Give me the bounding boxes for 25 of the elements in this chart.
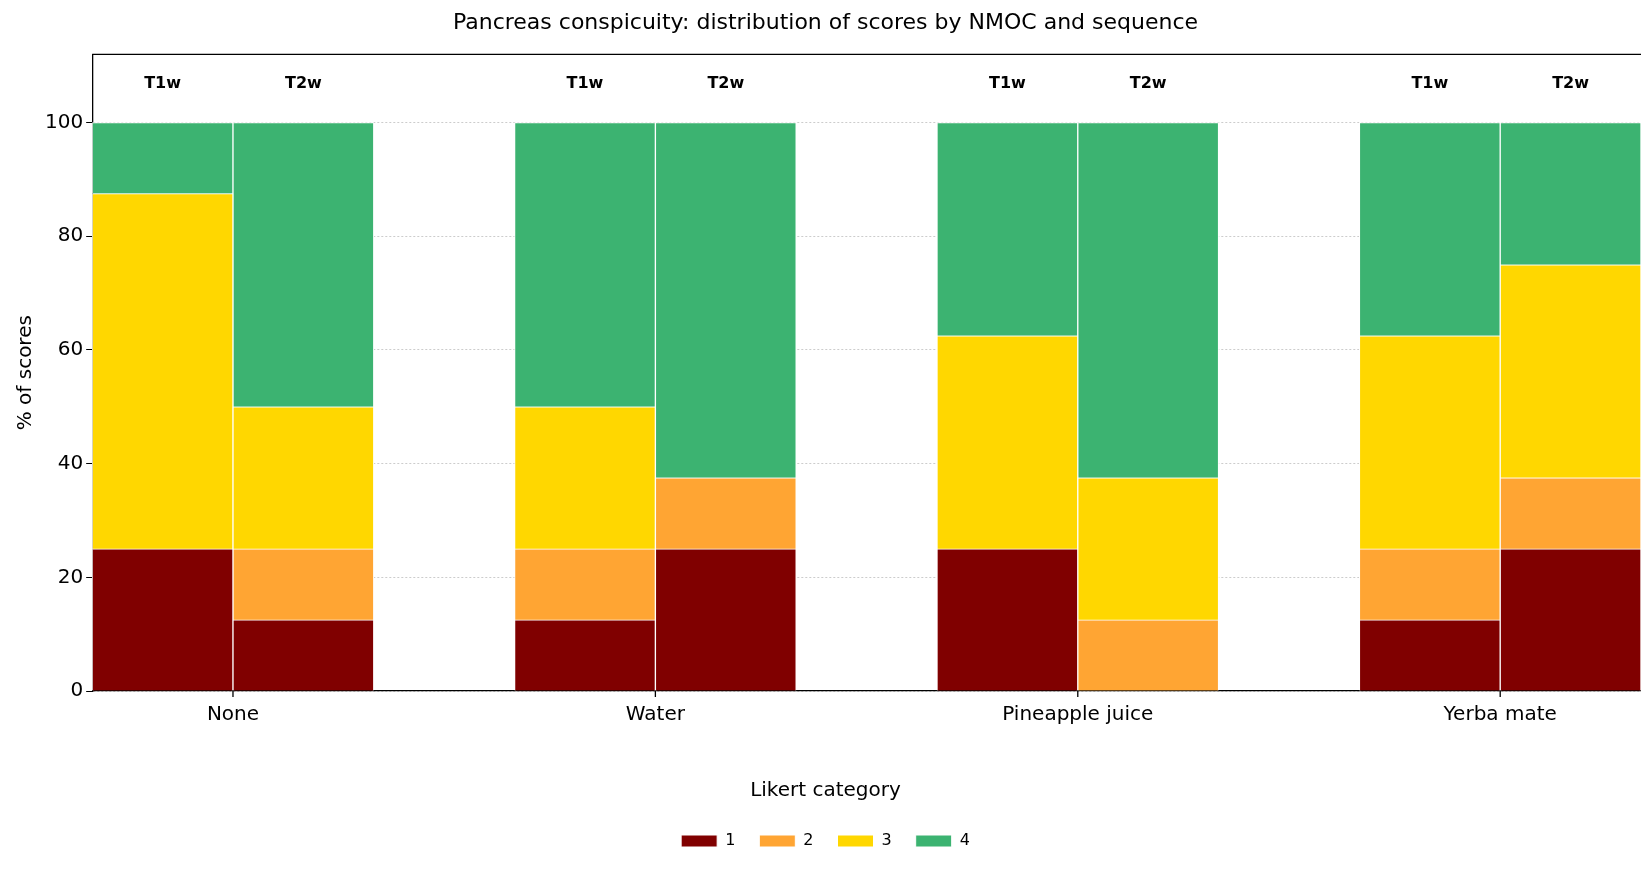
y-axis-title: % of scores bbox=[12, 315, 37, 431]
y-tick-label: 20 bbox=[57, 563, 84, 588]
x-tick-label: T2w bbox=[1129, 72, 1167, 92]
legend-label: 4 bbox=[959, 830, 970, 850]
legend-label: 3 bbox=[881, 830, 892, 850]
legend-title: Likert category bbox=[750, 777, 901, 802]
legend-label: 2 bbox=[803, 830, 814, 850]
legend-label: 1 bbox=[725, 830, 736, 850]
y-tick-label: 40 bbox=[57, 449, 84, 474]
x-tick-label: T1w bbox=[988, 72, 1027, 92]
y-tick-label: 80 bbox=[57, 222, 84, 247]
text: Pineapple juice bbox=[1002, 701, 1154, 726]
x-tick-label: T1w bbox=[1411, 72, 1449, 92]
y-tick-label: 0 bbox=[70, 677, 84, 702]
x-tick-label: T2w bbox=[1552, 72, 1590, 92]
text: None bbox=[206, 701, 260, 726]
text: Yerba mate bbox=[1442, 701, 1557, 726]
x-tick-label: T1w bbox=[144, 72, 182, 92]
text: Water bbox=[625, 701, 686, 726]
x-tick-label: T2w bbox=[284, 72, 323, 92]
y-tick-label: 60 bbox=[57, 336, 84, 361]
x-tick-label: T2w bbox=[707, 72, 745, 92]
x-tick-label: T1w bbox=[566, 72, 604, 92]
y-tick-label: 100 bbox=[44, 108, 84, 133]
chart-title: Pancreas conspicuity: distribution of scores by NMOC and sequence bbox=[452, 8, 1199, 34]
